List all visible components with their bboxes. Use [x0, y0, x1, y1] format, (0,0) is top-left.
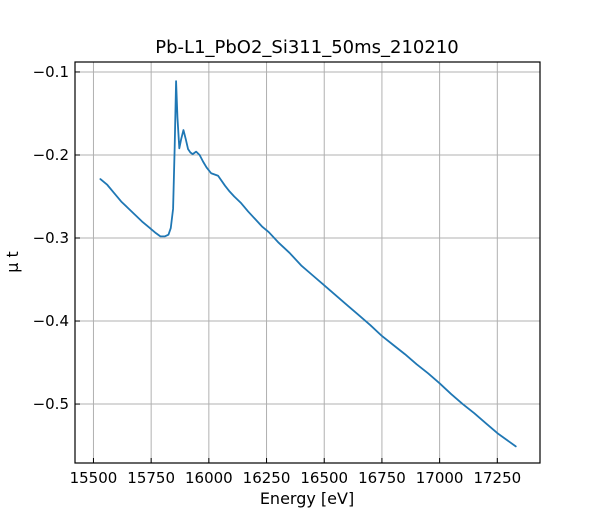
x-tick-label: 16250	[243, 469, 291, 487]
x-tick-label: 15750	[127, 469, 175, 487]
x-tick-label: 16750	[358, 469, 406, 487]
x-tick-label: 15500	[70, 469, 118, 487]
plot-background	[75, 62, 540, 463]
tick-labels: 15500 15750 16000 16250 16500 16750 17000 17250…	[33, 63, 522, 487]
y-tick-label: −0.3	[33, 229, 69, 247]
series-line	[99, 80, 517, 448]
ticks	[75, 71, 498, 463]
x-tick-label: 17000	[416, 469, 464, 487]
x-tick-label: 16500	[300, 469, 348, 487]
grid	[75, 62, 540, 463]
y-tick-label: −0.5	[33, 395, 69, 413]
chart-title: Pb-L1_PbO2_Si311_50ms_210210	[155, 37, 458, 58]
plot-frame	[74, 61, 541, 464]
x-tick-label: 17250	[473, 469, 521, 487]
y-axis-label: μ t	[3, 251, 22, 273]
y-tick-label: −0.4	[33, 312, 69, 330]
series-layer	[99, 80, 517, 448]
x-tick-label: 16000	[185, 469, 233, 487]
x-axis-label: Energy [eV]	[260, 489, 354, 508]
y-tick-label: −0.2	[33, 146, 69, 164]
y-tick-label: −0.1	[33, 63, 69, 81]
